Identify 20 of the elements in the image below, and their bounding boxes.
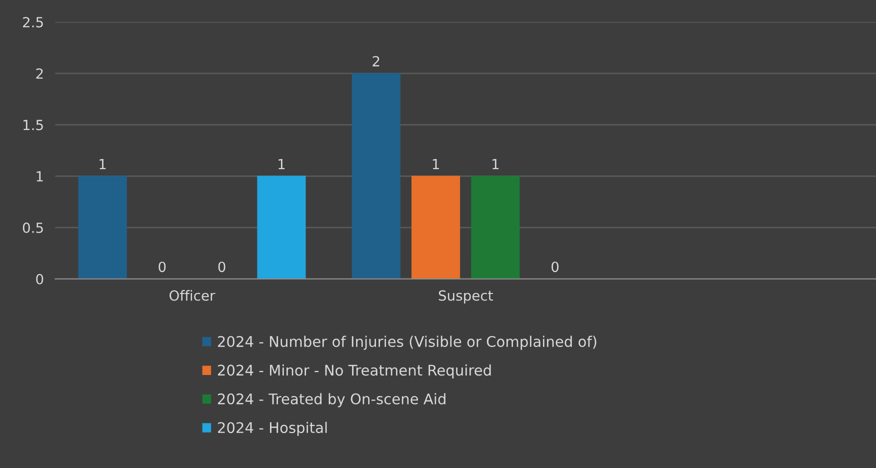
legend-label: 2024 - Hospital bbox=[218, 422, 327, 436]
legend-label: 2024 - Minor - No Treatment Required bbox=[218, 364, 491, 379]
y-tick-label: 0.5 bbox=[22, 222, 43, 234]
y-tick-label: 2 bbox=[36, 68, 43, 79]
x-tick-label: Officer bbox=[170, 290, 216, 301]
data-label: 1 bbox=[432, 158, 439, 170]
x-tick-label: Suspect bbox=[438, 290, 493, 304]
y-tick-label: 1 bbox=[36, 171, 43, 182]
legend-label: 2024 - Treated by On-scene Aid bbox=[218, 393, 446, 408]
legend-label: 2024 - Number of Injuries (Visible or Complained of) bbox=[218, 336, 596, 350]
data-label: 0 bbox=[552, 262, 559, 272]
data-label: 1 bbox=[100, 158, 106, 170]
data-label: 0 bbox=[218, 262, 226, 272]
y-tick-label: 0 bbox=[36, 274, 44, 284]
y-tick-label: 2.5 bbox=[23, 16, 43, 28]
data-label: 2 bbox=[372, 56, 380, 66]
data-label: 1 bbox=[492, 158, 499, 170]
data-label: 0 bbox=[158, 262, 166, 272]
y-tick-label: 1.5 bbox=[24, 120, 43, 130]
data-label: 1 bbox=[278, 158, 285, 170]
